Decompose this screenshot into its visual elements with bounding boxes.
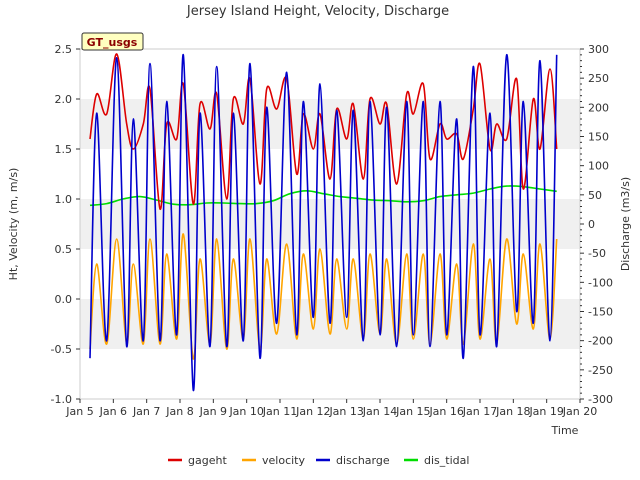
- y-right-tick-label: -100: [588, 276, 613, 289]
- y-left-tick-label: 0.5: [55, 243, 73, 256]
- x-tick-label: Jan 7: [132, 405, 160, 418]
- legend-item-velocity: velocity: [242, 454, 305, 467]
- y-left-tick-label: -0.5: [51, 343, 72, 356]
- x-tick-label: Jan 17: [462, 405, 497, 418]
- y-right-tick-label: -150: [588, 306, 613, 319]
- legend-item-gageht: gageht: [168, 454, 227, 467]
- legend-label: gageht: [188, 454, 227, 467]
- x-tick-label: Jan 11: [262, 405, 297, 418]
- x-tick-label: Jan 10: [228, 405, 263, 418]
- y-left-tick-label: -1.0: [51, 393, 72, 406]
- y-right-tick-label: -50: [588, 247, 606, 260]
- y-right-tick-label: 150: [588, 131, 609, 144]
- x-tick-label: Jan 20: [562, 405, 597, 418]
- y-left-tick-label: 2.0: [55, 93, 73, 106]
- chart-title: Jersey Island Height, Velocity, Discharg…: [186, 4, 449, 19]
- y-left-tick-label: 1.5: [55, 143, 73, 156]
- y-right-axis-title: Discharge (m3/s): [619, 177, 632, 271]
- series-line-discharge: [89, 53, 558, 392]
- y-left-tick-label: 1.0: [55, 193, 73, 206]
- y-left-axis-ticks: -1.0 -0.5 0.0 0.5 1.0 1.5 2.0 2.5: [51, 43, 80, 406]
- y-right-axis-ticks: -300 -250 -200 -150 -100 -50 0 50 100 150 200 250 30…: [580, 43, 613, 406]
- x-tick-label: Jan 5: [65, 405, 93, 418]
- y-right-tick-label: -300: [588, 393, 613, 406]
- y-right-tick-label: 0: [588, 218, 595, 231]
- legend-label: dis_tidal: [424, 454, 469, 467]
- x-tick-label: Jan 18: [495, 405, 530, 418]
- y-left-tick-label: 2.5: [55, 43, 73, 56]
- y-right-tick-label: -200: [588, 335, 613, 348]
- legend-item-dis-tidal: dis_tidal: [404, 454, 469, 467]
- x-tick-label: Jan 9: [199, 405, 227, 418]
- x-tick-label: Jan 13: [328, 405, 363, 418]
- gt-usgs-badge: GT_usgs: [81, 32, 144, 51]
- x-tick-label: Jan 16: [428, 405, 463, 418]
- x-tick-label: Jan 15: [395, 405, 430, 418]
- x-tick-label: Jan 19: [528, 405, 563, 418]
- series-layer: [89, 53, 558, 392]
- x-tick-label: Jan 6: [99, 405, 127, 418]
- series-line-velocity: [89, 233, 558, 360]
- x-tick-label: Jan 14: [362, 405, 397, 418]
- y-left-axis-title: Ht, Velocity (m, m/s): [7, 168, 20, 281]
- y-right-tick-label: 50: [588, 189, 602, 202]
- badge-label: GT_usgs: [87, 36, 138, 49]
- badge-box: [81, 32, 144, 51]
- y-right-tick-label: -250: [588, 364, 613, 377]
- series-line-dis-tidal: [89, 185, 557, 207]
- legend-label: discharge: [336, 454, 390, 467]
- legend-item-discharge: discharge: [316, 454, 390, 467]
- x-tick-label: Jan 8: [165, 405, 193, 418]
- y-right-tick-label: 250: [588, 72, 609, 85]
- legend-label: velocity: [262, 454, 305, 467]
- x-axis-title: Time: [551, 424, 579, 437]
- y-right-tick-label: 300: [588, 43, 609, 56]
- x-tick-label: Jan 12: [295, 405, 330, 418]
- y-right-tick-label: 100: [588, 160, 609, 173]
- legend: gageht velocity discharge dis_tidal: [168, 454, 469, 467]
- y-left-tick-label: 0.0: [55, 293, 73, 306]
- y-right-tick-label: 200: [588, 101, 609, 114]
